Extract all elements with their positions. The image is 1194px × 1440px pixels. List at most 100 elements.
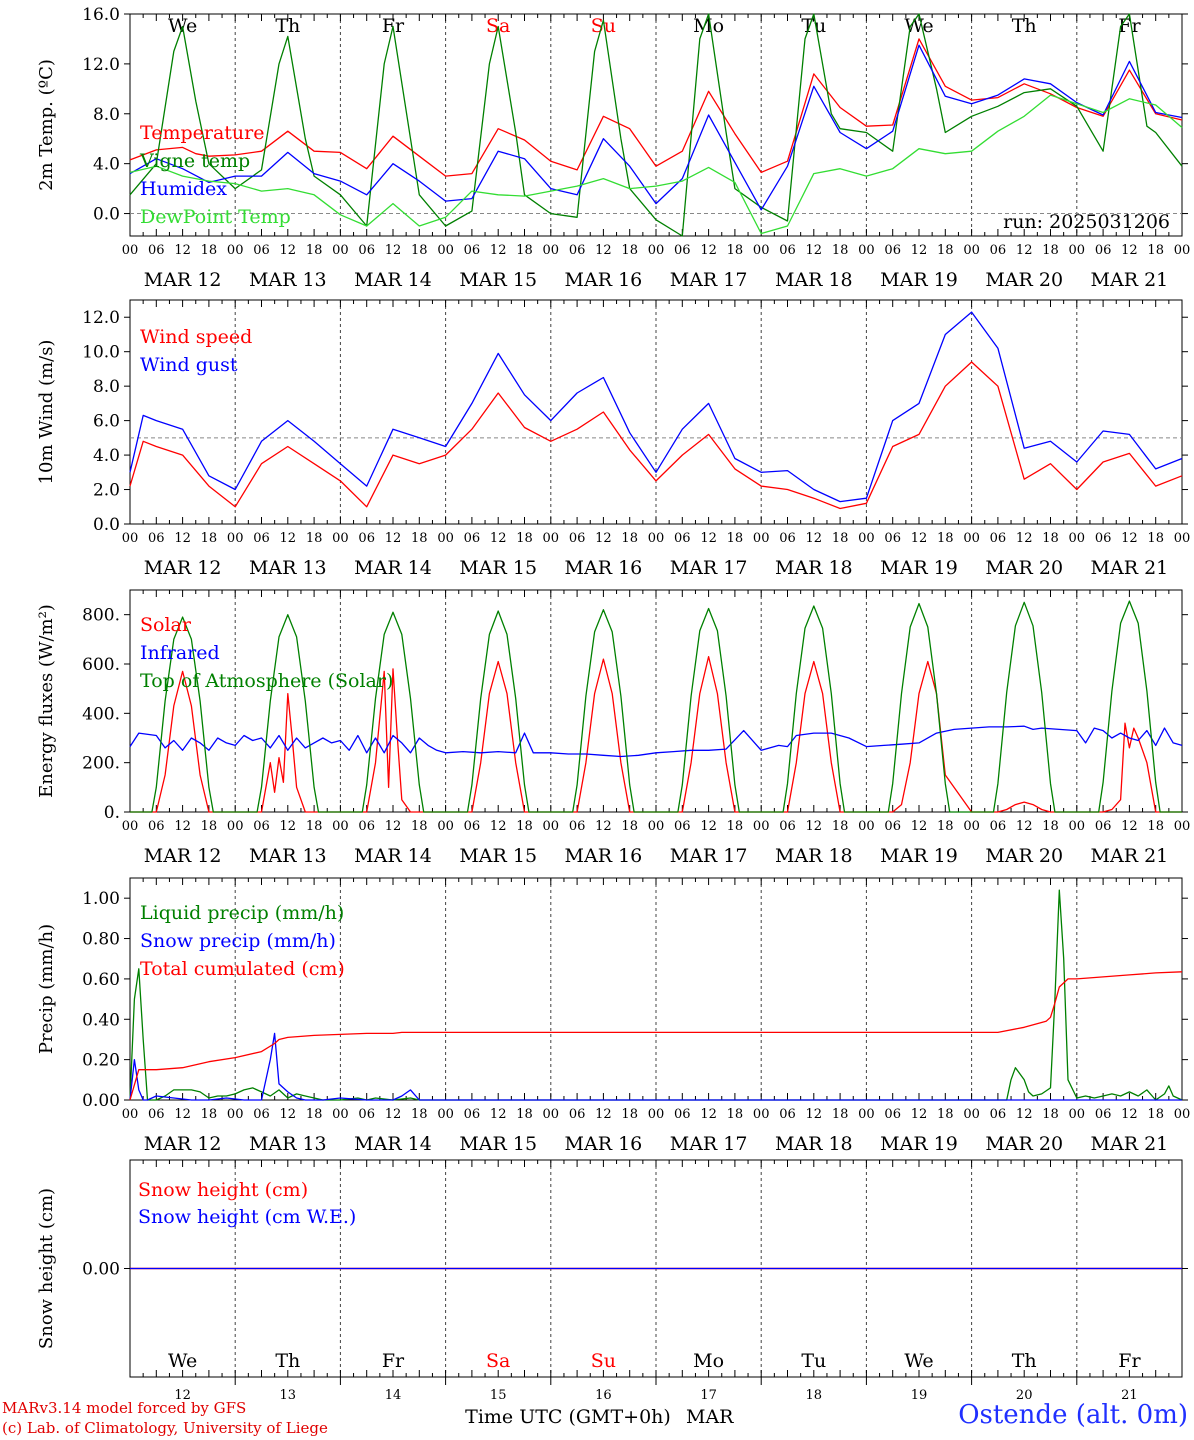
hour-tick-label: 00 [753,819,770,834]
hour-tick-label: 12 [490,819,507,834]
series-line [129,44,1183,211]
date-label: MAR 14 [354,269,432,291]
date-label: MAR 12 [144,269,222,291]
hour-tick-label: 00 [1069,243,1086,258]
y-tick-label: 12.0 [82,55,120,75]
date-label: MAR 21 [1091,1133,1169,1155]
day-number: 20 [1016,1388,1033,1403]
hour-tick-label: 12 [911,531,928,546]
hour-tick-label: 18 [201,819,218,834]
day-name: We [904,15,933,37]
hour-tick-label: 00 [437,819,454,834]
hour-tick-label: 06 [884,819,901,834]
day-number: 15 [490,1388,507,1403]
hour-tick-label: 00 [648,819,665,834]
hour-tick-label: 00 [648,531,665,546]
hour-tick-label: 06 [464,819,481,834]
hour-tick-label: 06 [358,531,375,546]
y-axis-title: Precip (mm/h) [36,924,57,1054]
hour-tick-label: 12 [595,243,612,258]
date-label: MAR 19 [880,845,958,867]
day-name: Fr [1118,1350,1141,1372]
hour-tick-label: 06 [358,1107,375,1122]
hour-tick-label: 00 [543,1107,560,1122]
hour-tick-label: 12 [1016,819,1033,834]
hour-tick-label: 12 [280,243,297,258]
date-label: MAR 20 [985,557,1063,579]
hour-tick-label: 18 [727,1107,744,1122]
y-axis-title: 2m Temp. (ºC) [36,59,57,191]
date-label: MAR 16 [565,557,643,579]
hour-tick-label: 18 [1147,531,1164,546]
series-line [129,361,1183,510]
hour-tick-label: 00 [648,243,665,258]
hour-tick-label: 00 [1174,1107,1191,1122]
hour-tick-label: 06 [569,819,586,834]
hour-tick-label: 18 [832,819,849,834]
hour-tick-label: 06 [464,1107,481,1122]
hour-tick-label: 00 [1069,531,1086,546]
hour-tick-label: 00 [543,819,560,834]
day-number: 19 [911,1388,928,1403]
hour-tick-label: 18 [411,1107,428,1122]
legend-entry: Snow height (cm) [138,1179,308,1201]
hour-tick-label: 00 [753,1107,770,1122]
hour-tick-label: 06 [990,819,1007,834]
hour-tick-label: 06 [779,243,796,258]
hour-tick-label: 06 [464,531,481,546]
series-line [130,655,1182,813]
hour-tick-label: 18 [1042,1107,1059,1122]
series-line [129,38,1183,177]
day-name: We [904,1350,933,1372]
hour-tick-label: 12 [174,1107,191,1122]
hour-tick-label: 18 [516,531,533,546]
date-label: MAR 12 [144,557,222,579]
day-name: Su [591,1350,616,1372]
hour-tick-label: 06 [779,819,796,834]
date-label: MAR 14 [354,845,432,867]
y-tick-label: 12.0 [82,308,120,328]
date-label: MAR 15 [459,269,537,291]
hour-tick-label: 00 [122,243,139,258]
hour-tick-label: 06 [779,1107,796,1122]
day-name: Th [1012,15,1037,37]
hour-tick-label: 12 [595,819,612,834]
hour-tick-label: 18 [937,243,954,258]
legend-entry: Wind gust [140,354,238,376]
y-tick-label: 1.00 [82,889,120,909]
hour-tick-label: 00 [1069,1107,1086,1122]
date-label: MAR 15 [459,1133,537,1155]
hour-tick-label: 06 [1095,531,1112,546]
hour-tick-label: 12 [174,819,191,834]
hour-tick-label: 18 [201,531,218,546]
hour-tick-label: 12 [490,531,507,546]
hour-tick-label: 18 [411,819,428,834]
hour-tick-label: 00 [122,819,139,834]
legend-entry: Vigne temp [139,150,250,172]
hour-tick-label: 00 [227,1107,244,1122]
hour-tick-label: 00 [1069,819,1086,834]
hour-tick-label: 18 [1147,1107,1164,1122]
hour-tick-label: 18 [621,819,638,834]
date-label: MAR 19 [880,1133,958,1155]
series-line [129,1032,1182,1101]
date-label: MAR 13 [249,557,327,579]
legend-entry: Temperature [140,122,264,144]
hour-tick-label: 18 [621,243,638,258]
hour-tick-label: 06 [1095,819,1112,834]
date-label: MAR 18 [775,845,853,867]
hour-tick-label: 18 [306,531,323,546]
hour-tick-label: 00 [858,531,875,546]
hour-tick-label: 06 [253,243,270,258]
hour-tick-label: 00 [858,243,875,258]
day-name: Mo [693,1350,724,1372]
hour-tick-label: 00 [332,531,349,546]
date-label: MAR 16 [565,269,643,291]
date-label: MAR 20 [985,845,1063,867]
hour-tick-label: 00 [963,531,980,546]
hour-tick-label: 06 [990,243,1007,258]
hour-tick-label: 06 [884,1107,901,1122]
hour-tick-label: 18 [727,531,744,546]
hour-tick-label: 06 [253,819,270,834]
hour-tick-label: 12 [911,819,928,834]
